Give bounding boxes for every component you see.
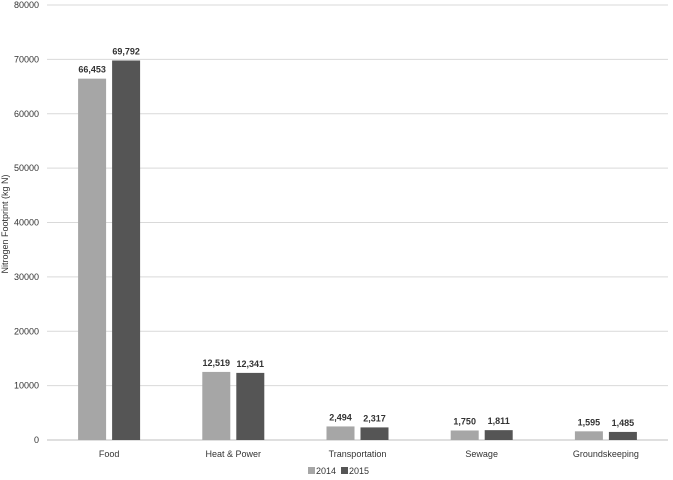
data-label: 12,519 — [203, 358, 231, 368]
bar-2015 — [236, 372, 265, 440]
data-label: 69,792 — [112, 47, 140, 57]
category-label: Sewage — [465, 449, 498, 459]
y-axis-title: Nitrogen Footprint (kg N) — [0, 174, 10, 273]
legend-label: 2014 — [316, 466, 336, 476]
x-axis-categories: Food Heat & Power Transportation Sewage Grou… — [99, 449, 639, 459]
bar-2015 — [112, 60, 141, 440]
y-tick-label: 0 — [34, 435, 39, 445]
data-labels: 66,453 69,792 12,519 12,341 2,494 2,317 1,750 1… — [78, 47, 634, 428]
data-label: 2,494 — [329, 412, 352, 422]
category-label: Groundskeeping — [573, 449, 639, 459]
data-label: 66,453 — [78, 65, 106, 75]
y-tick-label: 80000 — [14, 0, 39, 10]
y-tick-label: 10000 — [14, 381, 39, 391]
bar-2014 — [574, 431, 603, 440]
data-label: 2,317 — [363, 413, 386, 423]
y-tick-label: 40000 — [14, 218, 39, 228]
y-axis-ticks: 0 10000 20000 30000 40000 50000 60000 70000 8000… — [14, 0, 39, 445]
bars — [78, 60, 637, 441]
category-label: Transportation — [329, 449, 387, 459]
legend-swatch — [341, 467, 348, 474]
bar-2014 — [450, 430, 479, 440]
category-label: Heat & Power — [206, 449, 262, 459]
data-label: 1,485 — [612, 418, 635, 428]
y-tick-label: 60000 — [14, 109, 39, 119]
legend: 2014 2015 — [308, 466, 369, 476]
gridlines — [47, 4, 668, 441]
legend-swatch — [308, 467, 315, 474]
y-tick-label: 20000 — [14, 326, 39, 336]
category-label: Food — [99, 449, 120, 459]
data-label: 1,595 — [578, 417, 601, 427]
y-tick-label: 30000 — [14, 272, 39, 282]
bar-2015 — [360, 427, 389, 440]
bar-2014 — [202, 371, 231, 440]
data-label: 12,341 — [237, 359, 265, 369]
bar-2014 — [78, 78, 107, 441]
bar-2015 — [484, 430, 513, 440]
data-label: 1,750 — [453, 416, 476, 426]
data-label: 1,811 — [488, 416, 510, 426]
y-tick-label: 50000 — [14, 163, 39, 173]
bar-2015 — [608, 431, 637, 440]
bar-2014 — [326, 426, 355, 440]
y-tick-label: 70000 — [14, 54, 39, 64]
legend-label: 2015 — [349, 466, 369, 476]
